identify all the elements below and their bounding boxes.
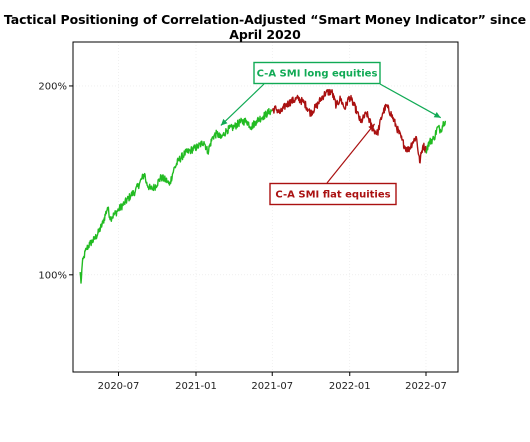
x-tick-label: 2022-01 bbox=[329, 381, 371, 392]
annotation-arrow bbox=[326, 123, 376, 184]
annotation-arrow bbox=[220, 83, 265, 126]
annotation-layer: C-A SMI long equities C-A SMI flat equiti… bbox=[220, 61, 442, 206]
x-tick-label: 2021-07 bbox=[251, 381, 293, 392]
annotation-arrow bbox=[379, 83, 442, 119]
annotation-0: C-A SMI long equities bbox=[220, 61, 442, 126]
annotation-label: C-A SMI long equities bbox=[257, 69, 378, 80]
arrowhead-icon bbox=[220, 118, 228, 126]
series-layer bbox=[79, 88, 447, 284]
arrowhead-icon bbox=[433, 112, 441, 118]
series-line-0 bbox=[79, 108, 273, 284]
series-line-1 bbox=[271, 88, 427, 164]
axis-layer: 2020-07 2021-01 2021-07 2022-01 2022-07 100% 2… bbox=[38, 81, 446, 392]
series-line-2 bbox=[425, 120, 447, 154]
y-tick-label: 100% bbox=[38, 270, 67, 281]
plot-frame bbox=[72, 41, 459, 373]
annotation-1: C-A SMI flat equities bbox=[269, 123, 397, 206]
y-tick-label: 200% bbox=[38, 81, 67, 92]
annotation-box bbox=[269, 182, 397, 206]
x-tick-label: 2020-07 bbox=[98, 381, 140, 392]
grid-layer bbox=[73, 42, 458, 372]
annotation-label: C-A SMI flat equities bbox=[275, 190, 390, 201]
x-tick-label: 2022-07 bbox=[405, 381, 447, 392]
chart-title: Tactical Positioning of Correlation-Adju… bbox=[3, 12, 527, 42]
annotation-box bbox=[253, 61, 381, 85]
arrowhead-icon bbox=[368, 123, 375, 131]
x-tick-label: 2021-01 bbox=[175, 381, 217, 392]
